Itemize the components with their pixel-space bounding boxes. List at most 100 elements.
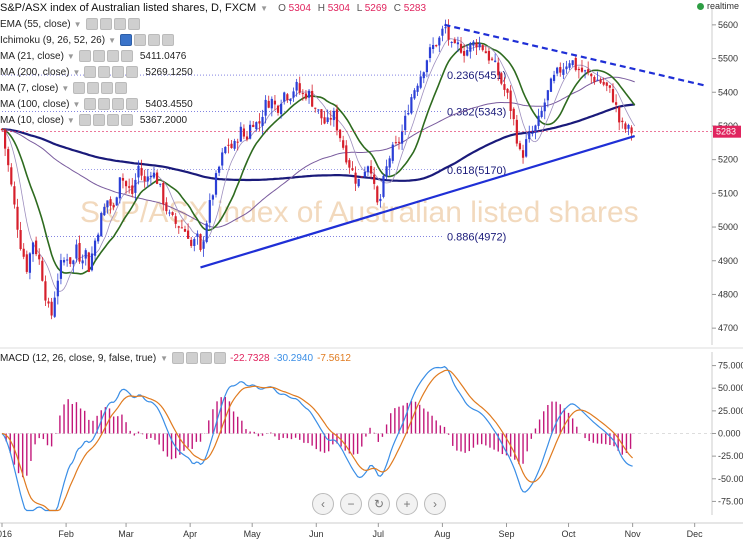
indicator-row[interactable]: MA (200, close) ▼ 5269.1250: [0, 64, 193, 80]
zoom-out-button[interactable]: −: [340, 493, 362, 515]
candle: [391, 141, 394, 164]
candle: [400, 124, 404, 150]
candle: [78, 235, 81, 264]
candle: [397, 137, 401, 150]
candle: [249, 120, 252, 140]
candle: [236, 138, 239, 151]
candle: [596, 71, 599, 81]
candle: [193, 237, 196, 252]
scroll-right-button[interactable]: ›: [424, 493, 446, 515]
candle: [323, 110, 326, 125]
candle: [109, 196, 112, 214]
indicator-dropdown-icon[interactable]: ▼: [61, 83, 70, 93]
macd-tick-label: -25.000: [718, 451, 743, 461]
support-trendline[interactable]: [200, 135, 636, 269]
price-axis: 4700480049005000510052005300540055005600…: [2, 8, 741, 345]
candle: [562, 62, 565, 80]
candle: [208, 193, 211, 229]
candle: [509, 85, 512, 120]
candle: [140, 159, 143, 181]
candlestick-series: [0, 19, 633, 320]
indicator-row[interactable]: MA (21, close) ▼ 5411.0476: [0, 48, 186, 64]
candle: [531, 125, 534, 137]
histogram-value: -7.5612: [317, 352, 351, 364]
candle: [131, 177, 134, 198]
candle: [47, 297, 50, 308]
candle: [407, 104, 410, 116]
candle: [134, 173, 137, 201]
fib-label: 0.886(4972): [447, 231, 506, 243]
candle: [369, 160, 373, 180]
candle: [218, 165, 221, 177]
indicator-row[interactable]: Ichimoku (9, 26, 52, 26) ▼: [0, 32, 179, 48]
candle: [103, 203, 106, 217]
candle: [342, 135, 345, 150]
indicator-dropdown-icon[interactable]: ▼: [108, 35, 116, 45]
chart-navigation: ‹ − ↻ + ›: [312, 493, 446, 515]
scroll-left-button[interactable]: ‹: [312, 493, 334, 515]
indicator-controls[interactable]: [78, 114, 133, 126]
indicator-dropdown-icon[interactable]: ▼: [72, 67, 81, 77]
time-tick-label: Apr: [183, 529, 197, 539]
chart-title: S&P/ASX index of Australian listed share…: [0, 2, 257, 14]
candle: [590, 72, 593, 84]
indicator-controls[interactable]: [84, 66, 139, 78]
price-tick-label: 4700: [718, 323, 738, 333]
indicator-row[interactable]: MA (7, close) ▼: [0, 80, 132, 96]
time-tick-label: Nov: [625, 529, 642, 539]
price-tick-label: 5600: [718, 20, 738, 30]
candle: [559, 62, 562, 77]
candle: [332, 107, 335, 127]
candle: [106, 200, 109, 214]
candle: [155, 169, 159, 185]
macd-tick-label: -75.000: [718, 496, 743, 506]
candle: [307, 89, 311, 104]
indicator-dropdown-icon[interactable]: ▼: [66, 51, 75, 61]
reset-button[interactable]: ↻: [368, 493, 390, 515]
candle: [543, 98, 546, 120]
last-price-label: 5283: [716, 127, 736, 137]
indicator-dropdown-icon[interactable]: ▼: [66, 115, 75, 125]
indicator-name: MA (200, close): [0, 66, 70, 78]
candle: [239, 122, 242, 142]
candle: [382, 173, 385, 199]
title-dropdown-icon[interactable]: ▼: [260, 3, 269, 13]
indicator-name: Ichimoku (9, 26, 52, 26): [0, 34, 106, 46]
resistance-trendline[interactable]: [444, 23, 706, 87]
indicator-dropdown-icon[interactable]: ▼: [73, 19, 82, 29]
macd-legend: MACD (12, 26, close, 9, false, true) ▼ -…: [0, 350, 351, 366]
fibonacci-levels: 0.236(5451) 0.382(5343) 0.618(5170) 0.886(4…: [2, 70, 506, 243]
candle: [186, 223, 190, 240]
indicator-controls[interactable]: [84, 98, 139, 110]
candle: [627, 123, 630, 136]
candle: [66, 253, 69, 267]
candle: [537, 108, 540, 130]
indicator-controls[interactable]: [78, 50, 133, 62]
candle: [450, 41, 453, 48]
candle: [481, 44, 484, 52]
candle: [245, 131, 249, 142]
zoom-in-button[interactable]: +: [396, 493, 418, 515]
macd-dropdown-icon[interactable]: ▼: [160, 353, 169, 363]
indicator-row[interactable]: EMA (55, close) ▼: [0, 16, 145, 32]
candle: [146, 169, 149, 188]
indicator-name: MA (100, close): [0, 98, 70, 110]
candle: [565, 60, 568, 74]
candle: [233, 138, 236, 151]
indicator-value: 5403.4550: [145, 98, 193, 110]
candle: [571, 60, 574, 67]
indicator-row[interactable]: MA (100, close) ▼ 5403.4550: [0, 96, 193, 112]
indicator-controls[interactable]: [85, 18, 140, 30]
indicator-controls[interactable]: [119, 34, 174, 46]
indicator-dropdown-icon[interactable]: ▼: [72, 99, 81, 109]
candle: [540, 107, 543, 119]
indicator-controls[interactable]: [73, 82, 128, 94]
indicator-name: EMA (55, close): [0, 18, 71, 30]
candle: [112, 202, 115, 211]
candle: [72, 259, 75, 273]
candle: [258, 113, 261, 131]
candle: [16, 198, 19, 238]
indicator-row[interactable]: MA (10, close) ▼ 5367.2000: [0, 112, 187, 128]
macd-controls[interactable]: [172, 352, 227, 364]
